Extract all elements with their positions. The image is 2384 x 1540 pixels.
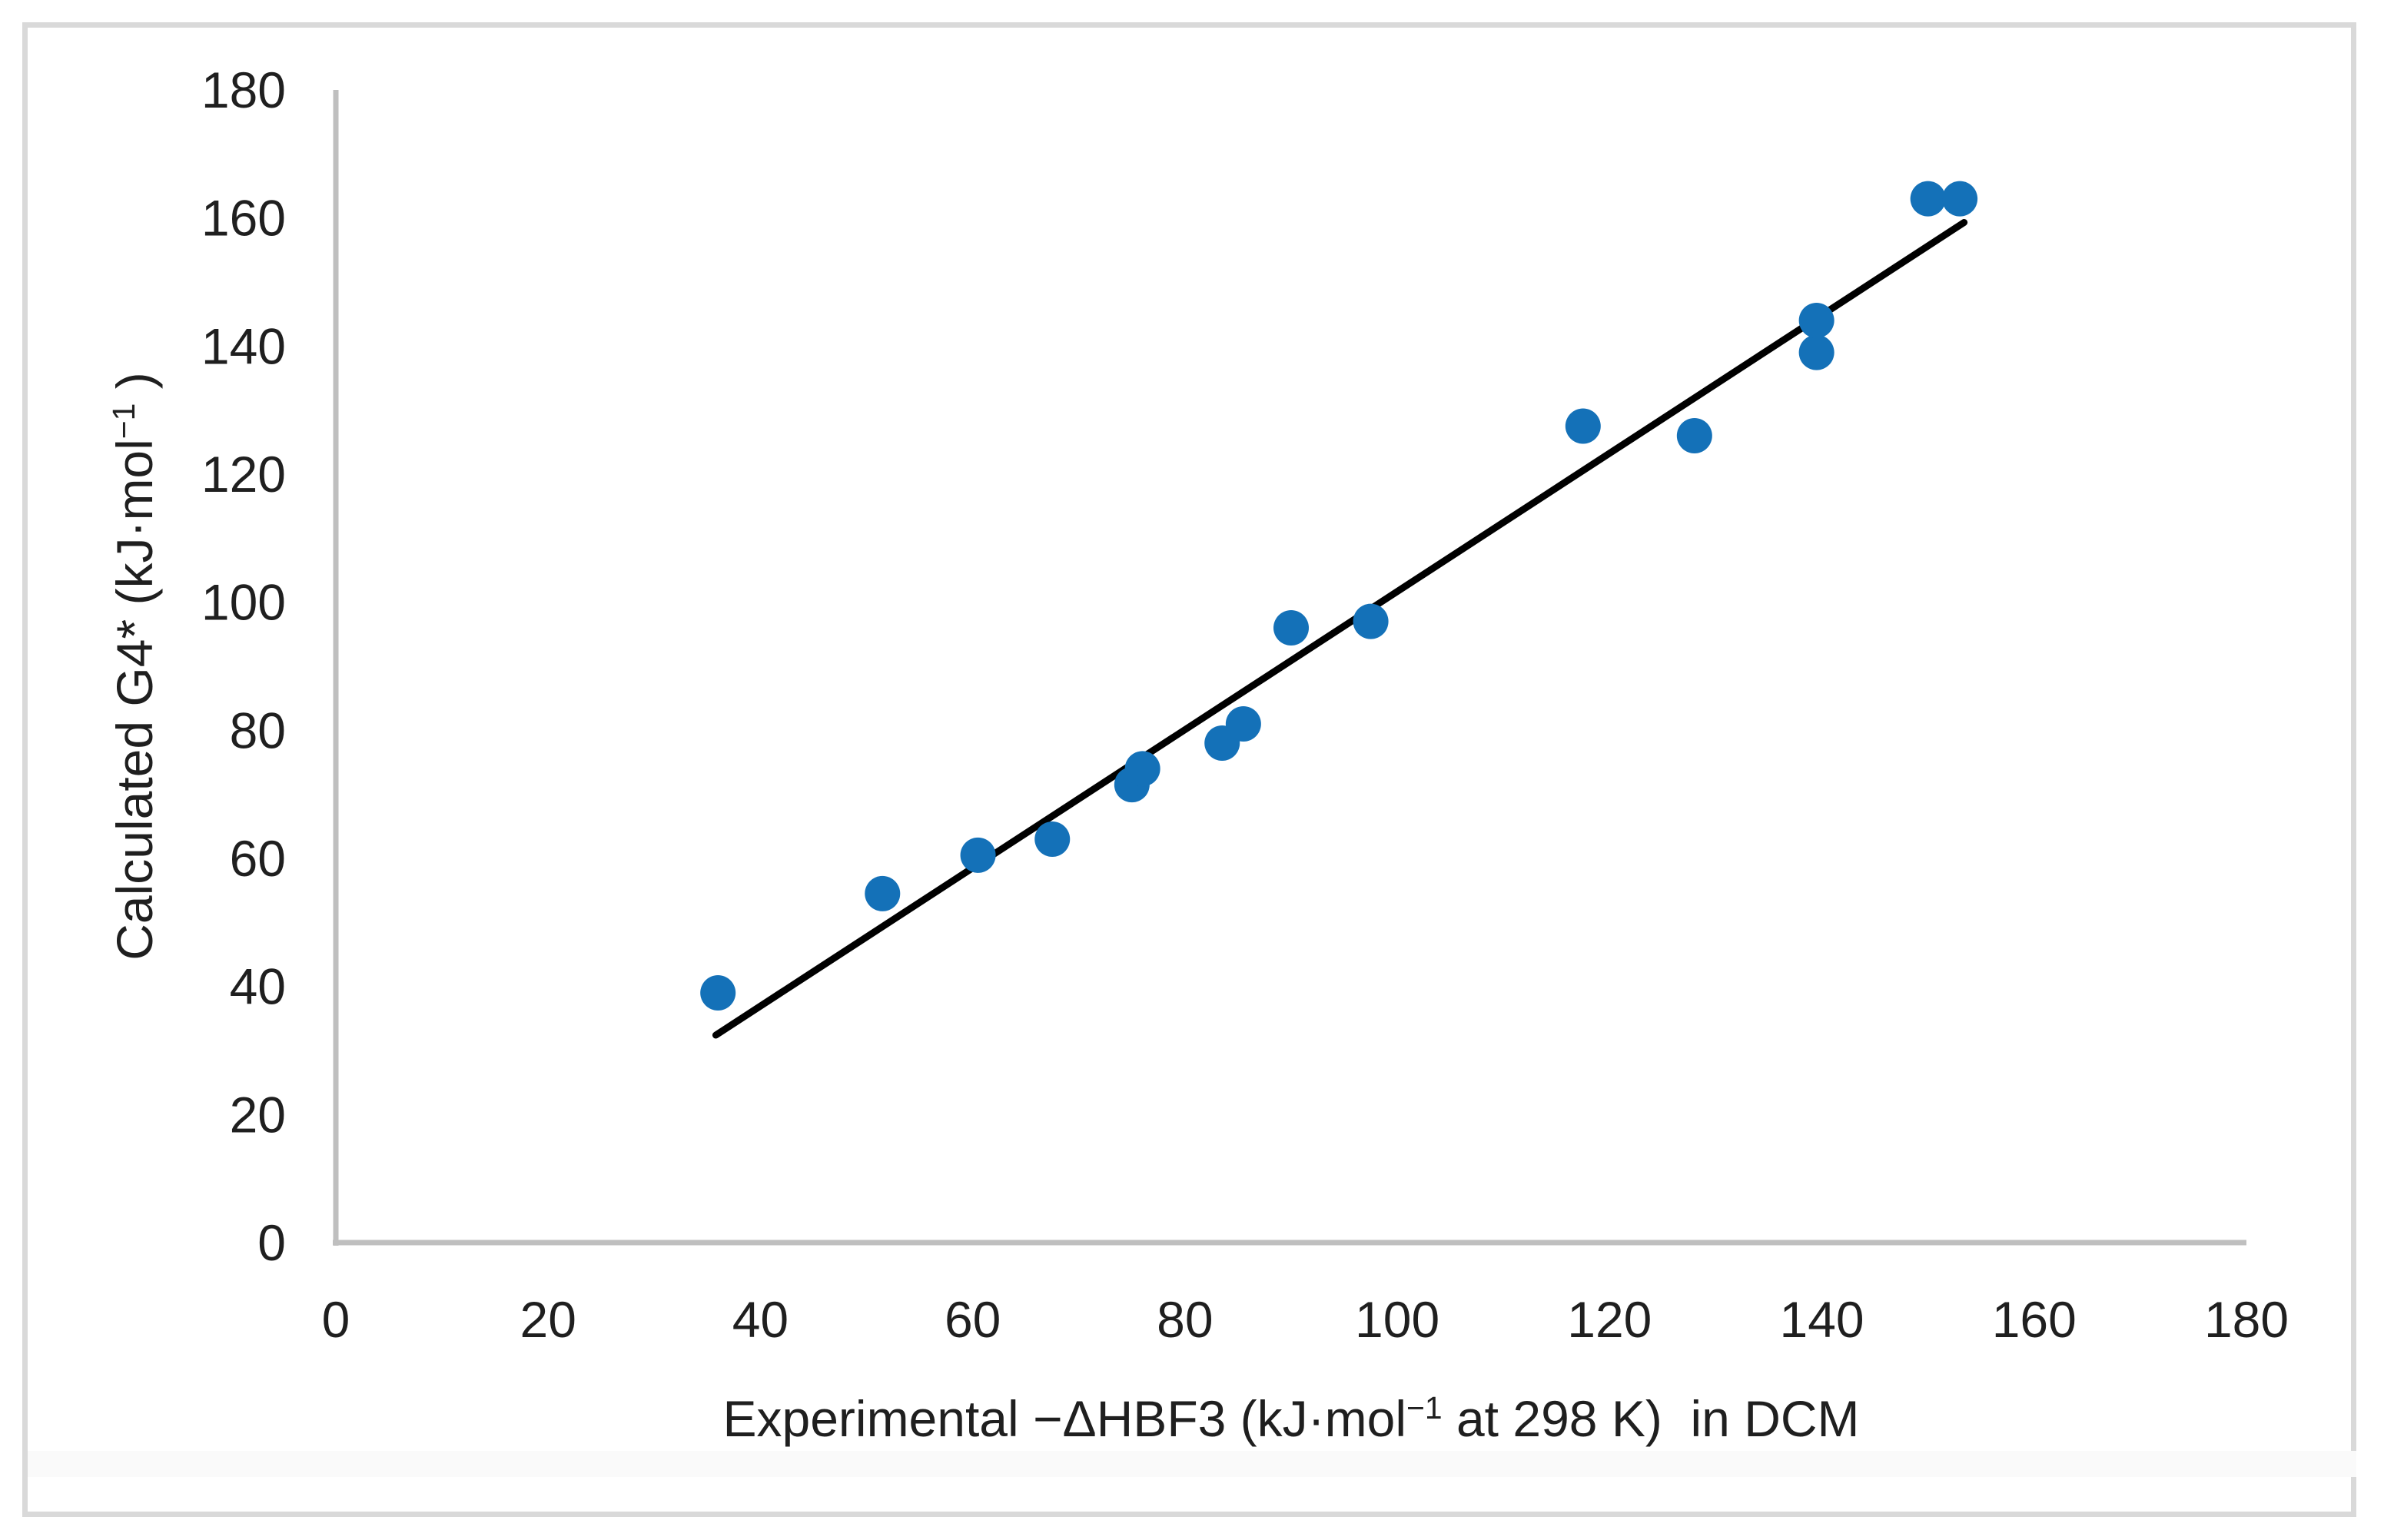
data-point xyxy=(960,837,996,873)
data-point xyxy=(1225,706,1261,742)
data-point xyxy=(1565,408,1601,444)
chart-frame xyxy=(22,22,2356,1517)
data-point xyxy=(1273,610,1309,646)
trend-line xyxy=(712,219,1968,1039)
x-tick-label: 100 xyxy=(1355,1291,1439,1348)
x-axis-title-superscript: −1 xyxy=(1406,1390,1443,1425)
y-tick-label: 100 xyxy=(201,574,286,631)
x-axis-title: Experimental −ΔHBF3 (kJ·mol−1 at 298 K) … xyxy=(723,1389,1860,1448)
x-axis-title-post: at 298 K) in DCM xyxy=(1442,1390,1860,1447)
y-tick-label: 120 xyxy=(201,446,286,503)
data-point xyxy=(1353,603,1389,639)
y-tick-label: 160 xyxy=(201,190,286,247)
y-tick-label: 180 xyxy=(201,61,286,118)
x-tick-label: 160 xyxy=(1992,1291,2077,1348)
y-axis-title-superscript: −1 xyxy=(106,403,141,440)
x-tick-label: 20 xyxy=(520,1291,576,1348)
y-tick-label: 80 xyxy=(230,702,286,758)
y-axis-tick-labels: 0 20 40 60 80 100 120 140 160 180 xyxy=(201,61,286,1271)
y-tick-label: 60 xyxy=(230,830,286,887)
x-tick-label: 120 xyxy=(1567,1291,1652,1348)
data-point xyxy=(1124,751,1160,787)
data-point xyxy=(1034,821,1071,857)
data-point xyxy=(1798,334,1834,370)
x-tick-label: 60 xyxy=(945,1291,1001,1348)
x-tick-label: 140 xyxy=(1779,1291,1864,1348)
data-point xyxy=(1798,303,1834,338)
bottom-shading-band xyxy=(28,1451,2356,1477)
data-point xyxy=(1676,418,1712,453)
y-tick-label: 40 xyxy=(230,958,286,1015)
data-point xyxy=(700,975,736,1011)
y-axis-title-pre: Calculated G4* (kJ·mol xyxy=(106,439,163,961)
x-axis-title-pre: Experimental −ΔHBF3 (kJ·mol xyxy=(722,1390,1407,1447)
x-tick-label: 180 xyxy=(2204,1291,2289,1348)
data-point xyxy=(1910,181,1946,217)
y-axis-title: Calculated G4* (kJ·mol−1 ) xyxy=(105,372,164,961)
x-tick-label: 80 xyxy=(1157,1291,1213,1348)
y-axis-title-post: ) xyxy=(106,372,163,403)
y-tick-label: 0 xyxy=(257,1214,286,1271)
data-point xyxy=(1942,181,1978,217)
x-tick-label: 40 xyxy=(732,1291,789,1348)
x-axis-tick-labels: 0 20 40 60 80 100 120 140 160 180 xyxy=(322,1291,2289,1348)
x-tick-label: 0 xyxy=(322,1291,350,1348)
scatter-points xyxy=(700,181,1978,1011)
data-point xyxy=(865,875,901,911)
y-tick-label: 20 xyxy=(230,1086,286,1143)
y-tick-label: 140 xyxy=(201,317,286,374)
